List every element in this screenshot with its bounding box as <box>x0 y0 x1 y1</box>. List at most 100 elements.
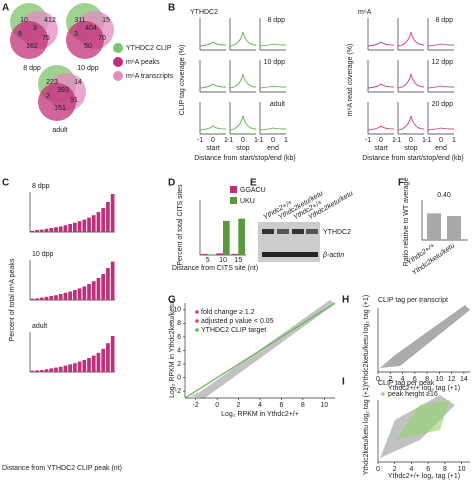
x-axis-label: Distance from start/stop/end (kb) <box>362 155 464 162</box>
bar <box>63 292 68 300</box>
profile-curve <box>229 31 257 47</box>
legend-swatch <box>195 328 199 332</box>
venn-count: 2 <box>46 93 50 100</box>
venn-circle <box>66 21 104 59</box>
y-tick-label: 4 <box>177 347 181 354</box>
bar <box>44 296 49 300</box>
y-axis-label: Ythdc2ketu/ketu log₂ tag (+1) <box>363 295 370 385</box>
bar <box>44 228 49 232</box>
panel-letter: I <box>342 377 345 388</box>
y-axis-label: Ratio relative to WT average <box>403 178 410 267</box>
bar <box>73 222 77 232</box>
annotation: 0.40 <box>437 192 451 199</box>
venn-count: 404 <box>85 25 97 32</box>
x-tick-label: end <box>267 145 279 152</box>
bar <box>231 253 239 255</box>
x-tick-label: 10 <box>219 257 227 264</box>
legend-label: peak height ≥16 <box>388 391 438 398</box>
x-axis-label: Distance from CITS site (nt) <box>172 265 258 272</box>
bar <box>77 361 82 372</box>
x-tick-label: 10 <box>320 402 328 409</box>
profile-curve <box>367 125 395 131</box>
venn-count: 151 <box>54 105 66 112</box>
x-tick-label: 12 <box>448 376 456 383</box>
bar <box>63 225 68 232</box>
profile-curve <box>397 31 425 47</box>
x-tick-label: 1 <box>284 137 288 144</box>
scatter-cloud <box>395 400 450 440</box>
legend-swatch <box>230 186 237 193</box>
y-tick-label: -2 <box>175 388 181 395</box>
profile-curve <box>367 83 395 89</box>
legend-swatch <box>195 319 199 323</box>
y-tick-label: 6 <box>177 334 181 341</box>
bar <box>106 202 110 232</box>
x-tick-label: 0 <box>439 137 443 144</box>
x-axis-label: Ythdc2+/+ log₂ tag (+1) <box>388 473 460 480</box>
row-label: 8 dpp <box>435 17 453 24</box>
row-label: 12 dpp <box>432 59 454 66</box>
y-axis-label: m⁶A read coverage (%) <box>347 44 354 117</box>
x-tick-label: 4 <box>410 466 414 473</box>
row-label: 20 dpp <box>432 101 454 108</box>
x-tick-label: -1 <box>257 137 263 144</box>
bar <box>30 298 35 300</box>
x-tick-label: 2 <box>388 376 392 383</box>
legend-label: adjusted p value < 0.05 <box>201 318 274 325</box>
profile-curve <box>199 83 227 89</box>
bar <box>68 224 72 232</box>
venn-label: 8 dpp <box>23 65 41 72</box>
x-tick-label: 0 <box>241 137 245 144</box>
panel-letter: G <box>168 295 176 306</box>
blot-band <box>292 229 304 234</box>
bar <box>96 278 101 300</box>
y-axis-label: Percent of total CITS sites <box>177 184 184 266</box>
legend-swatch <box>230 197 237 204</box>
profile-curve <box>199 41 227 47</box>
x-tick-label: stop <box>404 145 417 152</box>
x-tick-label: stop <box>236 145 249 152</box>
bar <box>35 230 39 232</box>
bar <box>49 228 54 232</box>
x-tick-label: 15 <box>234 257 242 264</box>
bar <box>30 230 35 232</box>
venn-count: 3 <box>74 31 78 38</box>
bar <box>49 368 54 372</box>
bar <box>68 291 72 300</box>
x-tick-label: 4 <box>401 376 405 383</box>
legend-swatch <box>381 392 385 396</box>
bar <box>39 297 44 300</box>
x-tick-label: 0 <box>376 466 380 473</box>
scatter-cloud <box>380 305 470 368</box>
x-axis-label: Log₂ RPKM in Ythdc2+/+ <box>221 411 299 418</box>
blot-band <box>262 229 274 234</box>
row-label: adult <box>270 101 285 108</box>
bar <box>91 281 96 300</box>
x-tick-label: start <box>206 145 220 152</box>
x-tick-label: 0 <box>379 137 383 144</box>
profile-curve <box>427 85 455 89</box>
bar <box>101 348 106 372</box>
bar <box>39 229 44 232</box>
bar <box>82 360 87 372</box>
x-tick-label: -1 <box>395 137 401 144</box>
x-tick-label: 4 <box>258 402 262 409</box>
x-tick-label: end <box>435 145 447 152</box>
bar <box>68 364 72 372</box>
legend-swatch <box>113 57 123 67</box>
bar <box>63 365 68 372</box>
bar <box>87 217 91 232</box>
panel-letter: A <box>2 3 9 14</box>
blot-band <box>306 229 318 234</box>
bar <box>35 298 39 300</box>
x-tick-label: 0 <box>409 137 413 144</box>
x-axis-label: Ythdc2+/+ log₂ tag (+1) <box>388 385 460 392</box>
bar <box>87 284 91 300</box>
profile-curve <box>199 125 227 131</box>
x-tick-label: 1 <box>452 137 456 144</box>
bar <box>96 352 101 372</box>
x-tick-label: 6 <box>413 376 417 383</box>
y-tick-label: 0 <box>177 374 181 381</box>
bar <box>91 355 96 372</box>
